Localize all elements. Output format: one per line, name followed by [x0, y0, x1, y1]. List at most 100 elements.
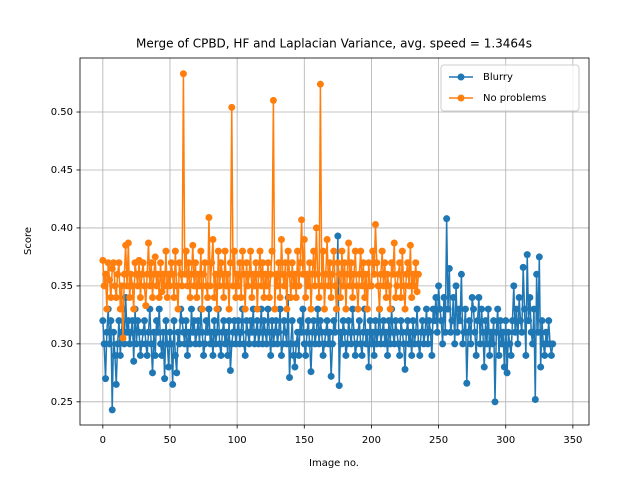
- data-point: [138, 270, 146, 278]
- data-point: [275, 328, 283, 336]
- data-point: [390, 239, 398, 247]
- data-point: [343, 270, 351, 278]
- legend: Blurry No problems: [440, 64, 580, 112]
- x-tick-label: 100: [228, 435, 247, 446]
- x-tick-label: 0: [100, 435, 106, 446]
- data-point: [187, 305, 195, 313]
- data-point: [306, 259, 314, 267]
- legend-label: Blurry: [483, 72, 513, 83]
- data-point: [362, 340, 370, 348]
- data-point: [134, 317, 142, 325]
- y-tick-label: 0.30: [51, 339, 73, 350]
- data-point: [409, 270, 417, 278]
- data-point: [194, 270, 202, 278]
- legend-marker: [457, 73, 465, 81]
- data-point: [455, 305, 463, 313]
- data-point: [154, 328, 162, 336]
- data-point: [526, 293, 534, 301]
- data-point: [110, 259, 118, 267]
- data-point: [339, 317, 347, 325]
- data-point: [126, 340, 134, 348]
- data-point: [240, 270, 248, 278]
- data-point: [401, 305, 409, 313]
- data-point: [404, 317, 412, 325]
- data-point: [498, 340, 506, 348]
- data-point: [106, 276, 114, 284]
- data-point: [118, 282, 126, 290]
- data-point: [209, 351, 217, 359]
- data-point: [272, 317, 280, 325]
- data-point: [304, 317, 312, 325]
- data-point: [166, 328, 174, 336]
- data-point: [123, 282, 131, 290]
- data-point: [277, 236, 285, 244]
- data-point: [243, 259, 251, 267]
- data-point: [412, 328, 420, 336]
- data-point: [517, 317, 525, 325]
- data-point: [273, 282, 281, 290]
- data-point: [433, 328, 441, 336]
- data-point: [265, 328, 273, 336]
- data-point: [209, 236, 217, 244]
- data-point: [468, 293, 476, 301]
- data-point: [111, 351, 119, 359]
- data-point: [405, 282, 413, 290]
- data-point: [233, 270, 241, 278]
- data-point: [240, 340, 248, 348]
- data-point: [155, 293, 163, 301]
- legend-label: No problems: [483, 93, 546, 104]
- data-point: [345, 317, 353, 325]
- data-point: [143, 351, 151, 359]
- data-point: [535, 253, 543, 261]
- y-tick-label: 0.25: [51, 397, 73, 408]
- data-point: [480, 363, 488, 371]
- data-point: [267, 270, 275, 278]
- data-point: [287, 293, 295, 301]
- data-point: [478, 305, 486, 313]
- data-point: [245, 340, 253, 348]
- data-point: [140, 317, 148, 325]
- data-point: [225, 305, 233, 313]
- data-point: [339, 282, 347, 290]
- data-point: [104, 259, 112, 267]
- data-point: [380, 282, 388, 290]
- data-point: [381, 340, 389, 348]
- data-point: [206, 340, 214, 348]
- data-point: [290, 351, 298, 359]
- data-point: [163, 293, 171, 301]
- data-point: [185, 259, 193, 267]
- data-point: [106, 340, 114, 348]
- data-point: [518, 328, 526, 336]
- data-point: [476, 340, 484, 348]
- data-point: [169, 270, 177, 278]
- data-point: [382, 293, 390, 301]
- data-point: [355, 317, 363, 325]
- data-point: [155, 305, 163, 313]
- data-point: [354, 305, 362, 313]
- data-point: [158, 351, 166, 359]
- data-point: [151, 253, 159, 261]
- data-point: [312, 328, 320, 336]
- data-point: [394, 270, 402, 278]
- data-point: [269, 96, 277, 104]
- data-point: [241, 305, 249, 313]
- data-point: [511, 328, 519, 336]
- data-point: [159, 328, 167, 336]
- data-point: [392, 317, 400, 325]
- y-axis-label: Score: [23, 227, 34, 255]
- data-point: [252, 259, 260, 267]
- data-point: [393, 282, 401, 290]
- data-point: [263, 340, 271, 348]
- data-point: [292, 293, 300, 301]
- data-point: [119, 334, 127, 342]
- data-point: [310, 247, 318, 255]
- data-point: [286, 270, 294, 278]
- data-point: [398, 247, 406, 255]
- data-point: [191, 259, 199, 267]
- data-point: [144, 328, 152, 336]
- data-point: [208, 328, 216, 336]
- legend-marker: [457, 94, 465, 102]
- data-point: [158, 288, 166, 296]
- data-point: [128, 282, 136, 290]
- data-point: [444, 305, 452, 313]
